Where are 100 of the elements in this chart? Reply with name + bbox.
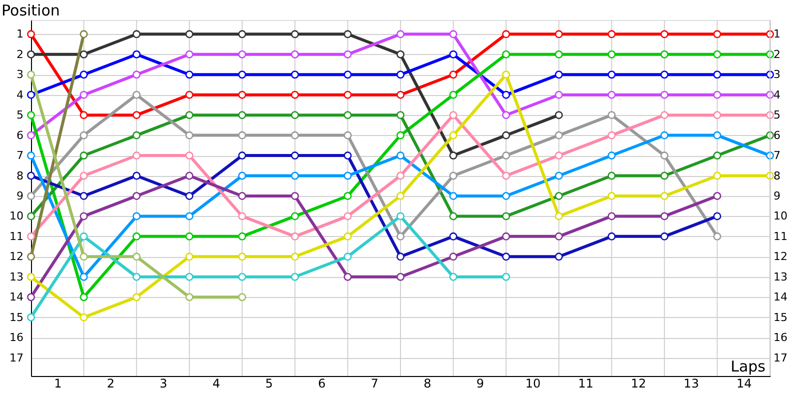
point: [238, 272, 246, 281]
point: [713, 232, 722, 240]
point: [185, 50, 194, 58]
x-tick-label: 12: [630, 376, 646, 390]
point: [713, 70, 722, 79]
point: [449, 131, 458, 140]
point: [660, 50, 668, 58]
point: [344, 252, 352, 261]
point: [185, 172, 194, 180]
point: [396, 90, 405, 99]
y2-tick-label: 1: [774, 28, 780, 41]
x-tick-label: 13: [684, 376, 699, 390]
point: [344, 172, 352, 180]
x-tick-label: 3: [160, 376, 168, 390]
x-tick-label: 5: [265, 376, 273, 390]
point: [608, 30, 616, 38]
point: [502, 90, 510, 99]
point: [132, 131, 141, 140]
point: [185, 90, 194, 99]
point: [502, 272, 510, 281]
point: [238, 252, 246, 261]
point: [554, 172, 563, 180]
point: [26, 131, 36, 140]
point: [502, 192, 510, 200]
point: [608, 172, 616, 180]
point: [554, 90, 563, 99]
point: [396, 70, 405, 79]
point: [713, 90, 722, 99]
point: [449, 172, 458, 180]
point: [608, 212, 616, 220]
point: [80, 313, 88, 322]
point: [80, 111, 88, 120]
point: [238, 192, 246, 200]
x-tick-label: 2: [106, 376, 114, 390]
point: [185, 293, 194, 302]
point: [608, 90, 616, 99]
y2-tick-label: 15: [774, 310, 788, 324]
point: [185, 192, 194, 200]
point: [608, 131, 616, 140]
x-tick-label: 9: [476, 376, 484, 390]
point: [502, 152, 510, 160]
point: [449, 232, 458, 240]
point: [554, 192, 563, 200]
y-tick-label: 5: [16, 108, 24, 122]
y2-tick-label: 13: [774, 270, 788, 284]
point: [449, 70, 458, 79]
point: [502, 172, 510, 180]
point: [26, 272, 36, 281]
point: [713, 111, 722, 120]
y-tick-label: 16: [10, 331, 24, 344]
point: [290, 252, 299, 261]
point: [80, 172, 88, 180]
point: [449, 152, 458, 160]
point: [185, 252, 194, 261]
point: [290, 111, 299, 120]
point: [608, 232, 616, 240]
point: [344, 30, 352, 38]
y-tick-label: 12: [10, 250, 24, 264]
point: [26, 212, 36, 220]
point: [396, 172, 405, 180]
point: [80, 152, 88, 160]
point: [132, 70, 141, 79]
x-tick-label: 11: [578, 376, 594, 390]
point: [660, 70, 668, 79]
point: [290, 192, 299, 200]
point: [449, 252, 458, 261]
point: [608, 152, 616, 160]
y-tick-label: 9: [16, 189, 24, 202]
point: [132, 252, 141, 261]
y2-tick-label: 5: [774, 108, 780, 122]
point: [185, 232, 194, 240]
y2-tick-label: 6: [774, 128, 780, 142]
point: [238, 90, 246, 99]
point: [713, 172, 722, 180]
point: [396, 50, 405, 58]
point: [26, 192, 36, 200]
point: [238, 152, 246, 160]
point: [608, 50, 616, 58]
point: [344, 212, 352, 220]
point: [26, 50, 36, 58]
point: [132, 192, 141, 200]
point: [80, 30, 88, 38]
point: [502, 30, 510, 38]
point: [290, 131, 299, 140]
y2-tick-label: 8: [774, 169, 780, 182]
point: [449, 192, 458, 200]
point: [713, 212, 722, 220]
point: [132, 293, 141, 302]
point: [449, 272, 458, 281]
point: [660, 152, 668, 160]
point: [449, 90, 458, 99]
point: [344, 131, 352, 140]
y-tick-label: 17: [10, 351, 24, 364]
point: [238, 30, 246, 38]
point: [396, 272, 405, 281]
point: [554, 131, 563, 140]
point: [713, 152, 722, 160]
point: [449, 212, 458, 220]
y-tick-label: 14: [10, 290, 24, 304]
y-tick-label: 8: [16, 169, 24, 182]
